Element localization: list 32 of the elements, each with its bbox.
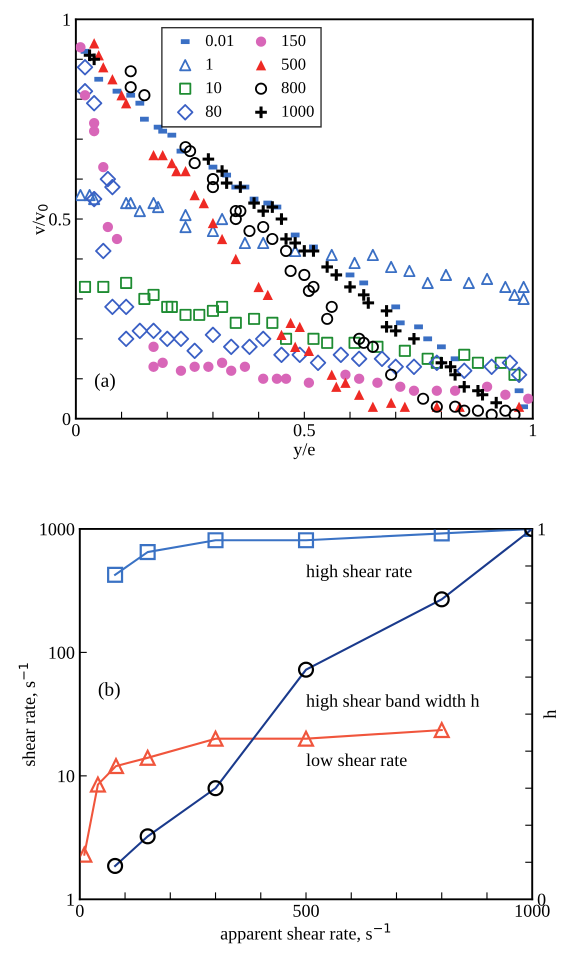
y-axis-title: shear rate, s$^{−1}$ [18, 663, 38, 766]
y-tick-label: 1000 [40, 523, 74, 536]
x-axis-title: apparent shear rate, s$^{−1}$ [220, 923, 390, 944]
legend-label: 1000 [282, 106, 314, 117]
y-axis-title: v/v$_{0}$ [32, 204, 48, 236]
y2-tick-label: 0 [538, 894, 546, 906]
y-tick-label: 0.5 [49, 213, 70, 226]
legend-label: 800 [282, 82, 306, 94]
x-axis-title: y/e [294, 443, 315, 460]
y-tick-label: 0 [62, 412, 70, 426]
legend-label: 10 [206, 82, 222, 94]
series-label: low shear rate [306, 753, 407, 766]
legend-label: 80 [206, 106, 222, 117]
y2-axis-title: h [543, 710, 556, 718]
x-tick-label: 0 [76, 904, 84, 917]
legend-label: 500 [282, 58, 306, 70]
y-tick-label: 100 [49, 646, 74, 659]
annotation: (b) [98, 682, 120, 700]
legend-label: 1 [206, 58, 213, 70]
x-tick-label: 0.5 [294, 424, 315, 436]
series-label: high shear band width h [306, 694, 480, 711]
y-tick-label: 10 [58, 770, 74, 782]
y2-tick-label: 1 [538, 523, 546, 536]
x-tick-label: 1 [530, 424, 536, 436]
annotation: (a) [95, 373, 115, 391]
x-tick-label: 1000 [516, 904, 550, 917]
legend-label: 0.01 [206, 34, 234, 46]
x-tick-label: 500 [294, 904, 319, 917]
series-label: high shear rate [306, 564, 412, 581]
y-tick-label: 1 [64, 14, 70, 26]
legend-label: 150 [282, 34, 306, 46]
y-tick-label: 1 [68, 894, 74, 906]
